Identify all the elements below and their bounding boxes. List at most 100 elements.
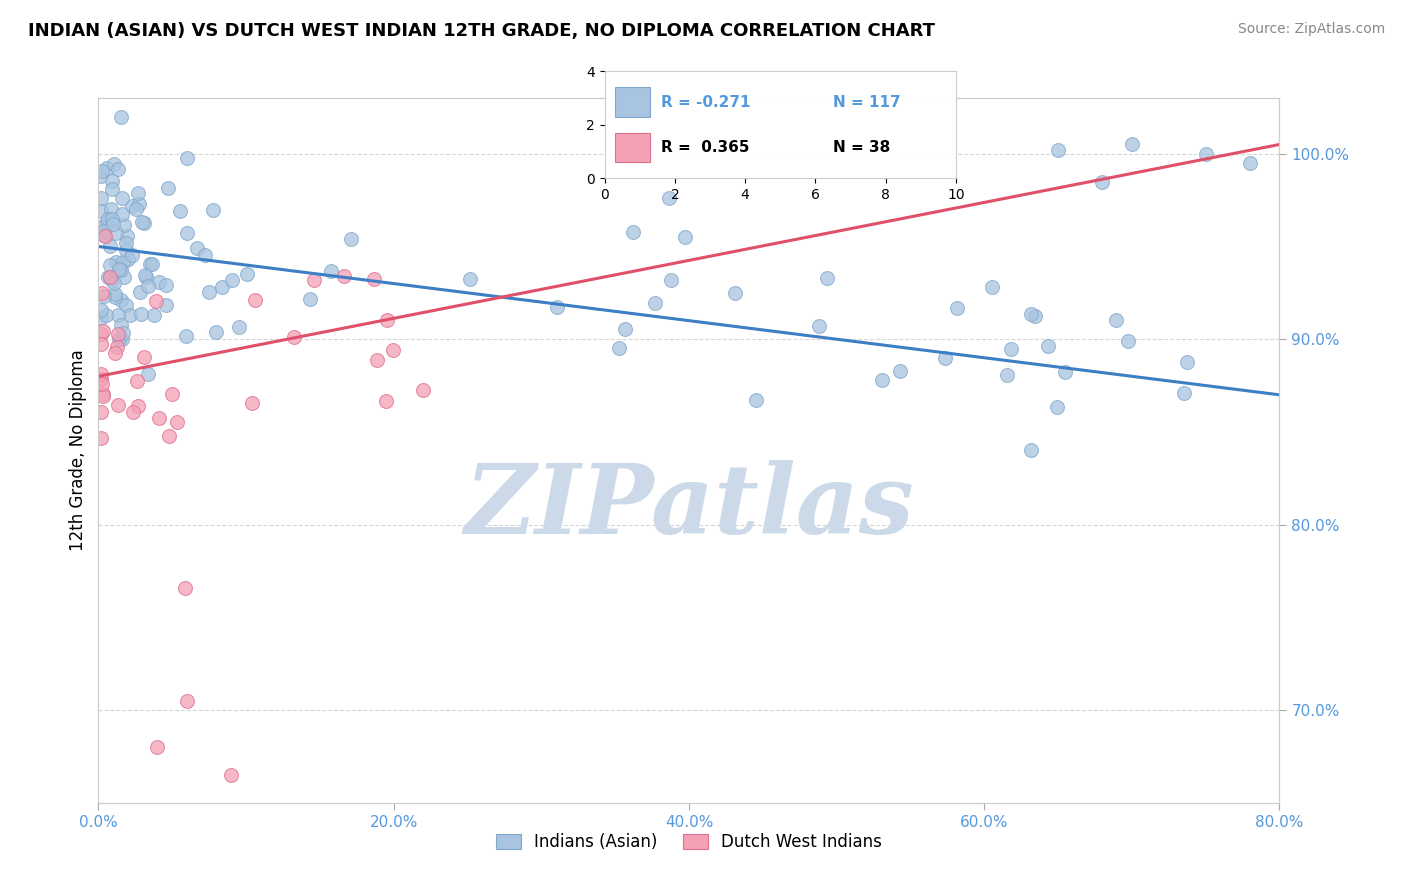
- Point: [97, 270, 120, 285]
- Point: [91, 324, 114, 338]
- Point: [93, 224, 115, 238]
- Point: [1175, 354, 1198, 368]
- Point: [980, 279, 1002, 293]
- Point: [1046, 400, 1069, 414]
- Point: [118, 309, 141, 323]
- Point: [236, 268, 259, 282]
- Point: [90, 336, 112, 351]
- Point: [221, 273, 243, 287]
- Point: [889, 364, 911, 378]
- Point: [105, 340, 128, 354]
- Point: [124, 202, 146, 216]
- Point: [815, 271, 838, 285]
- Point: [110, 293, 132, 308]
- Point: [125, 374, 148, 388]
- Text: R =  0.365: R = 0.365: [661, 140, 749, 155]
- Point: [157, 181, 180, 195]
- Point: [159, 429, 181, 443]
- Point: [375, 313, 398, 327]
- Point: [169, 204, 191, 219]
- Point: [90, 377, 112, 392]
- Point: [134, 268, 156, 282]
- Point: [724, 286, 747, 301]
- Point: [90, 367, 112, 381]
- Point: [96, 215, 118, 229]
- Point: [129, 307, 152, 321]
- Point: [122, 405, 145, 419]
- Point: [135, 269, 157, 284]
- Point: [108, 260, 131, 275]
- Point: [614, 322, 637, 336]
- Point: [1054, 365, 1077, 379]
- Point: [107, 161, 129, 176]
- Point: [1195, 146, 1218, 161]
- Y-axis label: 12th Grade, No Diploma: 12th Grade, No Diploma: [69, 350, 87, 551]
- Point: [228, 320, 250, 334]
- Point: [110, 110, 132, 124]
- Point: [146, 740, 169, 755]
- Point: [934, 351, 956, 366]
- Point: [176, 152, 198, 166]
- Point: [363, 272, 385, 286]
- Point: [609, 341, 631, 355]
- Point: [673, 229, 696, 244]
- Point: [90, 431, 112, 445]
- Text: INDIAN (ASIAN) VS DUTCH WEST INDIAN 12TH GRADE, NO DIPLOMA CORRELATION CHART: INDIAN (ASIAN) VS DUTCH WEST INDIAN 12TH…: [28, 22, 935, 40]
- Point: [205, 325, 228, 339]
- Point: [117, 252, 139, 267]
- Point: [1000, 342, 1022, 356]
- FancyBboxPatch shape: [616, 87, 651, 117]
- Point: [107, 308, 129, 322]
- Point: [129, 285, 152, 300]
- Legend: Indians (Asian), Dutch West Indians: Indians (Asian), Dutch West Indians: [489, 827, 889, 858]
- Point: [98, 258, 121, 272]
- Point: [546, 301, 568, 315]
- Point: [134, 350, 156, 364]
- Point: [166, 415, 188, 429]
- Point: [101, 212, 124, 227]
- Point: [148, 411, 170, 425]
- Point: [339, 232, 361, 246]
- Point: [90, 310, 112, 325]
- Point: [91, 387, 114, 401]
- Point: [283, 330, 305, 344]
- Point: [174, 581, 197, 595]
- Point: [98, 270, 121, 285]
- Point: [108, 261, 131, 276]
- Point: [112, 218, 135, 232]
- Point: [807, 318, 830, 333]
- Point: [110, 263, 132, 277]
- Point: [162, 387, 184, 401]
- Point: [112, 254, 135, 268]
- Point: [148, 275, 170, 289]
- Point: [100, 202, 122, 216]
- Point: [121, 248, 143, 262]
- Point: [132, 216, 155, 230]
- Text: R = -0.271: R = -0.271: [661, 95, 751, 110]
- Point: [1024, 309, 1046, 323]
- Point: [1173, 385, 1195, 400]
- Point: [243, 293, 266, 307]
- Point: [946, 301, 969, 316]
- Point: [115, 235, 138, 250]
- Point: [302, 273, 325, 287]
- Point: [127, 399, 149, 413]
- Point: [138, 368, 160, 382]
- Point: [111, 326, 134, 340]
- Point: [128, 196, 150, 211]
- Point: [110, 318, 132, 333]
- Point: [155, 278, 177, 293]
- Point: [93, 227, 115, 242]
- Point: [91, 286, 114, 301]
- Point: [145, 294, 167, 309]
- Point: [97, 211, 120, 226]
- Point: [155, 298, 177, 312]
- Point: [659, 273, 682, 287]
- Text: N = 117: N = 117: [832, 95, 901, 110]
- Point: [90, 169, 112, 184]
- FancyBboxPatch shape: [616, 133, 651, 162]
- Point: [114, 298, 136, 312]
- Point: [101, 174, 124, 188]
- Point: [90, 405, 112, 419]
- Point: [375, 393, 398, 408]
